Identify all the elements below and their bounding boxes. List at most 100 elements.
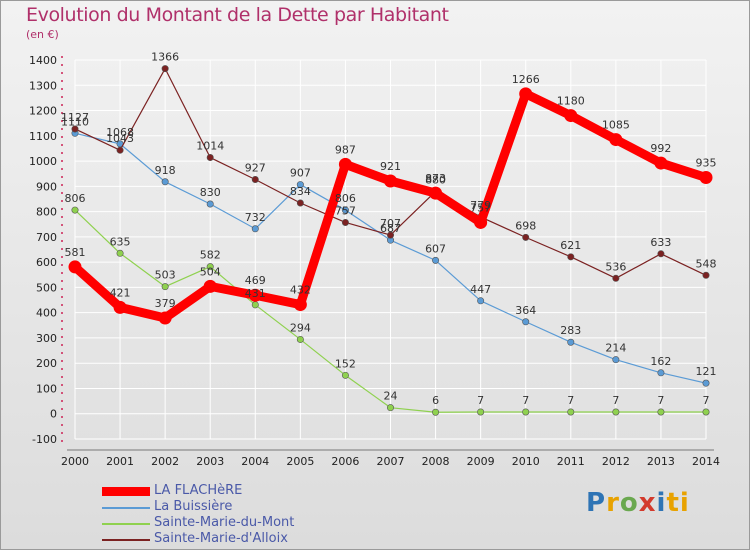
x-tick-label: 2009: [467, 455, 495, 468]
data-label-sainte-marie-du-mont: 7: [703, 394, 710, 407]
data-point-la-buissi-re: [702, 379, 710, 387]
data-labels: 1110 1068 918 830 732 907 806 687 607 447 364 283 21…: [61, 51, 717, 408]
data-point-sainte-marie-du-mont: [432, 408, 440, 416]
data-label-sainte-marie-du-mont: 635: [110, 235, 131, 248]
data-label-sainte-marie-d-alloix: 834: [290, 185, 311, 198]
data-label-la-flach-re: 581: [65, 246, 86, 259]
data-point-la-flach-re: [203, 279, 217, 293]
data-label-la-buissi-re: 283: [560, 324, 581, 337]
y-tick-label: 100: [36, 382, 57, 395]
data-label-sainte-marie-d-alloix: 1014: [196, 140, 224, 153]
y-tick-label: 1200: [29, 105, 57, 118]
y-tick-label: 300: [36, 332, 57, 345]
data-point-la-buissi-re: [657, 369, 665, 377]
data-point-sainte-marie-du-mont: [251, 301, 259, 309]
data-point-sainte-marie-du-mont: [206, 263, 214, 271]
legend-label: Sainte-Marie-du-Mont: [154, 515, 295, 530]
y-tick-label: 500: [36, 281, 57, 294]
data-label-sainte-marie-du-mont: 294: [290, 321, 311, 334]
data-label-sainte-marie-d-alloix: 1366: [151, 51, 179, 64]
data-point-sainte-marie-du-mont: [386, 404, 394, 412]
data-point-la-flach-re: [564, 109, 578, 123]
data-label-sainte-marie-du-mont: 503: [155, 269, 176, 282]
data-point-la-flach-re: [158, 311, 172, 325]
data-label-la-buissi-re: 1068: [106, 126, 134, 139]
data-label-sainte-marie-du-mont: 7: [522, 394, 529, 407]
x-tick-label: 2003: [196, 455, 224, 468]
data-point-la-buissi-re: [206, 200, 214, 208]
data-label-sainte-marie-du-mont: 152: [335, 357, 356, 370]
legend-swatch: [102, 539, 150, 541]
data-label-la-buissi-re: 1110: [61, 115, 89, 128]
legend-label: LA FLACHèRE: [154, 483, 243, 498]
chart-unit: (en €): [26, 28, 59, 41]
data-point-sainte-marie-du-mont: [522, 408, 530, 416]
data-point-la-flach-re: [609, 133, 623, 147]
data-label-la-flach-re: 987: [335, 143, 356, 156]
line-chart: -100 0 100 200 300 400 500 600 700 800 900 1000 1100…: [29, 51, 720, 468]
x-tick-label: 2001: [106, 455, 134, 468]
data-label-sainte-marie-d-alloix: 757: [335, 204, 356, 217]
data-label-sainte-marie-du-mont: 582: [200, 249, 221, 262]
data-point-la-flach-re: [699, 170, 713, 184]
y-tick-label: 800: [36, 206, 57, 219]
data-point-la-buissi-re: [612, 356, 620, 364]
data-label-la-buissi-re: 447: [470, 283, 491, 296]
data-point-la-buissi-re: [161, 178, 169, 186]
data-point-sainte-marie-du-mont: [702, 408, 710, 416]
data-label-la-flach-re: 757: [470, 201, 491, 214]
data-label-sainte-marie-du-mont: 806: [65, 192, 86, 205]
data-point-la-flach-re: [474, 215, 488, 229]
data-point-la-flach-re: [654, 156, 668, 170]
data-label-sainte-marie-d-alloix: 536: [605, 260, 626, 273]
data-label-sainte-marie-du-mont: 24: [384, 390, 398, 403]
data-label-la-buissi-re: 907: [290, 167, 311, 180]
data-label-la-flach-re: 469: [245, 274, 266, 287]
data-label-sainte-marie-d-alloix: 707: [380, 217, 401, 230]
y-tick-label: 1100: [29, 130, 57, 143]
data-label-sainte-marie-d-alloix: 621: [560, 239, 581, 252]
data-label-la-buissi-re: 214: [605, 342, 626, 355]
data-point-sainte-marie-d-alloix: [206, 154, 214, 162]
data-point-la-buissi-re: [567, 338, 575, 346]
y-tick-label: 900: [36, 180, 57, 193]
data-label-la-flach-re: 432: [290, 284, 311, 297]
x-tick-label: 2002: [151, 455, 179, 468]
data-label-sainte-marie-du-mont: 7: [567, 394, 574, 407]
data-point-la-flach-re: [248, 288, 262, 302]
data-label-la-flach-re: 1085: [602, 119, 630, 132]
data-label-sainte-marie-d-alloix: 1043: [106, 132, 134, 145]
y-tick-label: 1300: [29, 79, 57, 92]
y-tick-label: 1000: [29, 155, 57, 168]
legend-label: La Buissière: [154, 499, 233, 514]
data-point-sainte-marie-du-mont: [612, 408, 620, 416]
y-tick-label: -100: [32, 433, 57, 446]
y-tick-label: 400: [36, 307, 57, 320]
data-label-la-flach-re: 421: [110, 286, 131, 299]
data-point-sainte-marie-d-alloix: [161, 65, 169, 73]
data-point-sainte-marie-d-alloix: [341, 218, 349, 226]
data-point-sainte-marie-d-alloix: [116, 146, 124, 154]
data-label-sainte-marie-d-alloix: 548: [696, 257, 717, 270]
data-point-sainte-marie-d-alloix: [71, 125, 79, 133]
y-tick-label: 200: [36, 357, 57, 370]
x-tick-label: 2005: [286, 455, 314, 468]
x-tick-label: 2007: [377, 455, 405, 468]
data-label-sainte-marie-du-mont: 6: [432, 394, 439, 407]
data-point-la-flach-re: [384, 174, 397, 188]
data-label-la-buissi-re: 918: [155, 164, 176, 177]
data-label-la-buissi-re: 121: [696, 365, 717, 378]
data-label-sainte-marie-d-alloix: 880: [425, 173, 446, 186]
chart-title: Evolution du Montant de la Dette par Hab…: [26, 4, 449, 26]
data-point-sainte-marie-d-alloix: [657, 250, 665, 258]
data-label-la-buissi-re: 364: [515, 304, 536, 317]
data-label-la-flach-re: 379: [155, 297, 176, 310]
data-label-la-flach-re: 1180: [557, 95, 585, 108]
data-point-la-flach-re: [293, 298, 307, 312]
data-label-sainte-marie-du-mont: 431: [245, 287, 266, 300]
data-label-la-flach-re: 873: [425, 172, 446, 185]
x-tick-label: 2014: [692, 455, 720, 468]
data-point-sainte-marie-du-mont: [296, 335, 304, 343]
data-label-sainte-marie-d-alloix: 698: [515, 219, 536, 232]
